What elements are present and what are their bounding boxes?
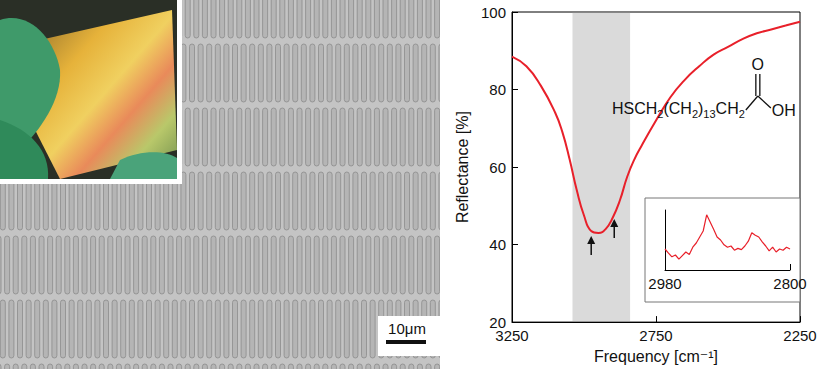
svg-text:20: 20: [489, 313, 506, 331]
svg-text:80: 80: [489, 81, 506, 98]
svg-text:3250: 3250: [495, 327, 528, 344]
svg-text:2980: 2980: [648, 275, 681, 292]
svg-text:Reflectance [%]: Reflectance [%]: [454, 111, 471, 223]
svg-text:2250: 2250: [783, 327, 816, 344]
svg-text:40: 40: [489, 236, 506, 253]
html-text:HSCH2(CH2)13CH2: HSCH2(CH2)13CH2: [612, 100, 745, 121]
svg-text:2750: 2750: [639, 327, 672, 344]
svg-text:OH: OH: [772, 102, 796, 119]
svg-text:100: 100: [481, 4, 506, 21]
svg-text:O: O: [752, 56, 764, 73]
svg-text:2800: 2800: [773, 275, 806, 292]
svg-text:10μm: 10μm: [388, 320, 426, 337]
svg-text:60: 60: [489, 159, 506, 176]
svg-text:Frequency [cm⁻¹]: Frequency [cm⁻¹]: [594, 348, 718, 365]
